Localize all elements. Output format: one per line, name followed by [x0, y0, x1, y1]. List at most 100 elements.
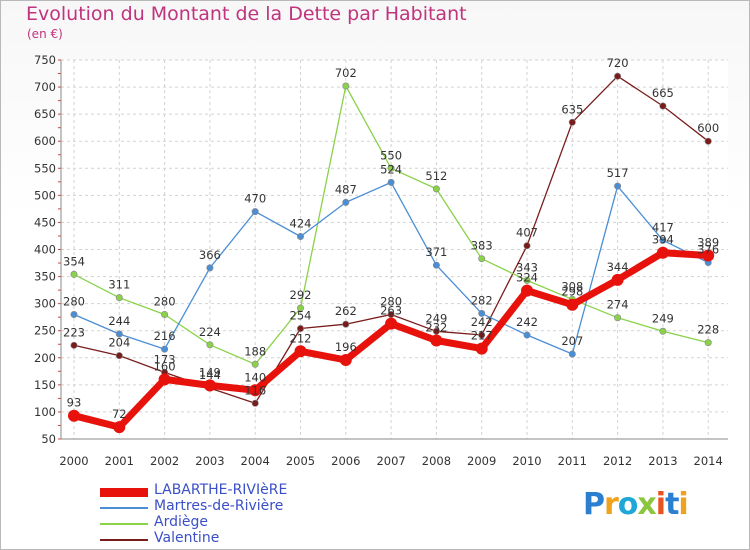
data-label: 424 [290, 217, 312, 231]
data-point [659, 236, 667, 244]
data-label: 217 [471, 329, 493, 343]
data-point [704, 339, 712, 347]
legend-swatch [100, 539, 148, 541]
data-label: 298 [561, 285, 583, 299]
legend-label: Martres-de-Rivière [154, 498, 284, 514]
y-tick-label: 600 [34, 134, 56, 148]
data-label: 366 [199, 248, 221, 262]
data-point [161, 310, 169, 318]
data-label: 394 [652, 233, 674, 247]
data-label: 383 [471, 239, 493, 253]
plot-area [61, 60, 728, 439]
data-point [385, 317, 398, 330]
data-label: 550 [380, 148, 402, 162]
data-label: 116 [244, 383, 266, 397]
data-point [251, 399, 259, 407]
data-label: 207 [561, 334, 583, 348]
data-label: 216 [154, 329, 176, 343]
data-label: 160 [154, 359, 176, 373]
data-point [387, 310, 395, 318]
proxiti-logo: Proxiti [583, 487, 689, 522]
data-point [659, 327, 667, 335]
data-point [614, 182, 622, 190]
data-label: 242 [471, 315, 493, 329]
data-label: 93 [67, 396, 82, 410]
y-tick-label: 400 [34, 243, 56, 257]
data-label: 249 [652, 311, 674, 325]
data-label: 344 [607, 260, 629, 274]
x-tick-label: 2011 [558, 454, 587, 468]
y-tick-label: 700 [34, 80, 56, 94]
data-point [113, 421, 126, 434]
data-point [523, 331, 531, 339]
data-point [203, 379, 216, 392]
y-tick-label: 150 [34, 378, 56, 392]
data-point [568, 118, 576, 126]
data-label: 407 [516, 226, 538, 240]
data-label: 470 [244, 192, 266, 206]
data-label: 244 [108, 314, 130, 328]
data-label: 254 [290, 309, 312, 323]
data-label: 173 [154, 352, 176, 366]
data-point [68, 409, 80, 422]
data-label: 280 [380, 294, 402, 308]
data-point [158, 373, 171, 386]
data-label: 242 [516, 315, 538, 329]
x-tick-label: 2003 [195, 454, 224, 468]
data-label: 292 [290, 288, 312, 302]
y-tick-label: 250 [34, 324, 56, 338]
chart-title: Evolution du Montant de la Dette par Hab… [26, 3, 467, 25]
data-point [702, 249, 715, 262]
data-label: 274 [607, 298, 629, 312]
data-point [115, 294, 123, 302]
data-point [521, 284, 533, 297]
data-point [478, 331, 486, 339]
data-point [432, 185, 440, 193]
data-label: 223 [63, 325, 85, 339]
x-tick-label: 2000 [59, 454, 88, 468]
data-point [475, 342, 488, 355]
data-point [523, 242, 531, 250]
data-point [430, 334, 443, 347]
data-point [611, 273, 624, 286]
legend-swatch [100, 507, 148, 509]
data-label: 212 [290, 331, 312, 345]
y-tick-label: 200 [34, 351, 56, 365]
y-tick-label: 650 [34, 107, 56, 121]
y-tick-label: 100 [34, 405, 56, 419]
data-label: 308 [561, 279, 583, 293]
data-label: 228 [697, 323, 719, 337]
data-point [296, 233, 304, 241]
x-tick-label: 2008 [422, 454, 451, 468]
data-label: 635 [561, 102, 583, 116]
data-point [568, 350, 576, 358]
data-label: 263 [380, 304, 402, 318]
y-tick-label: 500 [34, 188, 56, 202]
legend-label: Valentine [154, 530, 220, 546]
data-point [614, 72, 622, 80]
data-point [249, 384, 262, 397]
data-label: 282 [471, 293, 493, 307]
data-point [432, 261, 440, 269]
legend-label: LABARTHE-RIVIèRE [154, 482, 288, 498]
data-point [342, 82, 350, 90]
data-point [342, 320, 350, 328]
x-tick-label: 2006 [331, 454, 360, 468]
data-point [70, 310, 78, 318]
x-tick-label: 2010 [512, 454, 541, 468]
data-point [115, 352, 123, 360]
data-point [296, 325, 304, 333]
data-point [70, 341, 78, 349]
x-tick-label: 2001 [105, 454, 134, 468]
x-tick-label: 2014 [694, 454, 723, 468]
data-point [432, 327, 440, 335]
data-point [478, 255, 486, 263]
data-point [206, 341, 214, 349]
data-label: 343 [516, 260, 538, 274]
data-label: 376 [697, 242, 719, 256]
data-point [294, 345, 307, 358]
data-point [704, 137, 712, 145]
data-label: 72 [112, 407, 127, 421]
x-tick-label: 2013 [648, 454, 677, 468]
data-label: 665 [652, 86, 674, 100]
